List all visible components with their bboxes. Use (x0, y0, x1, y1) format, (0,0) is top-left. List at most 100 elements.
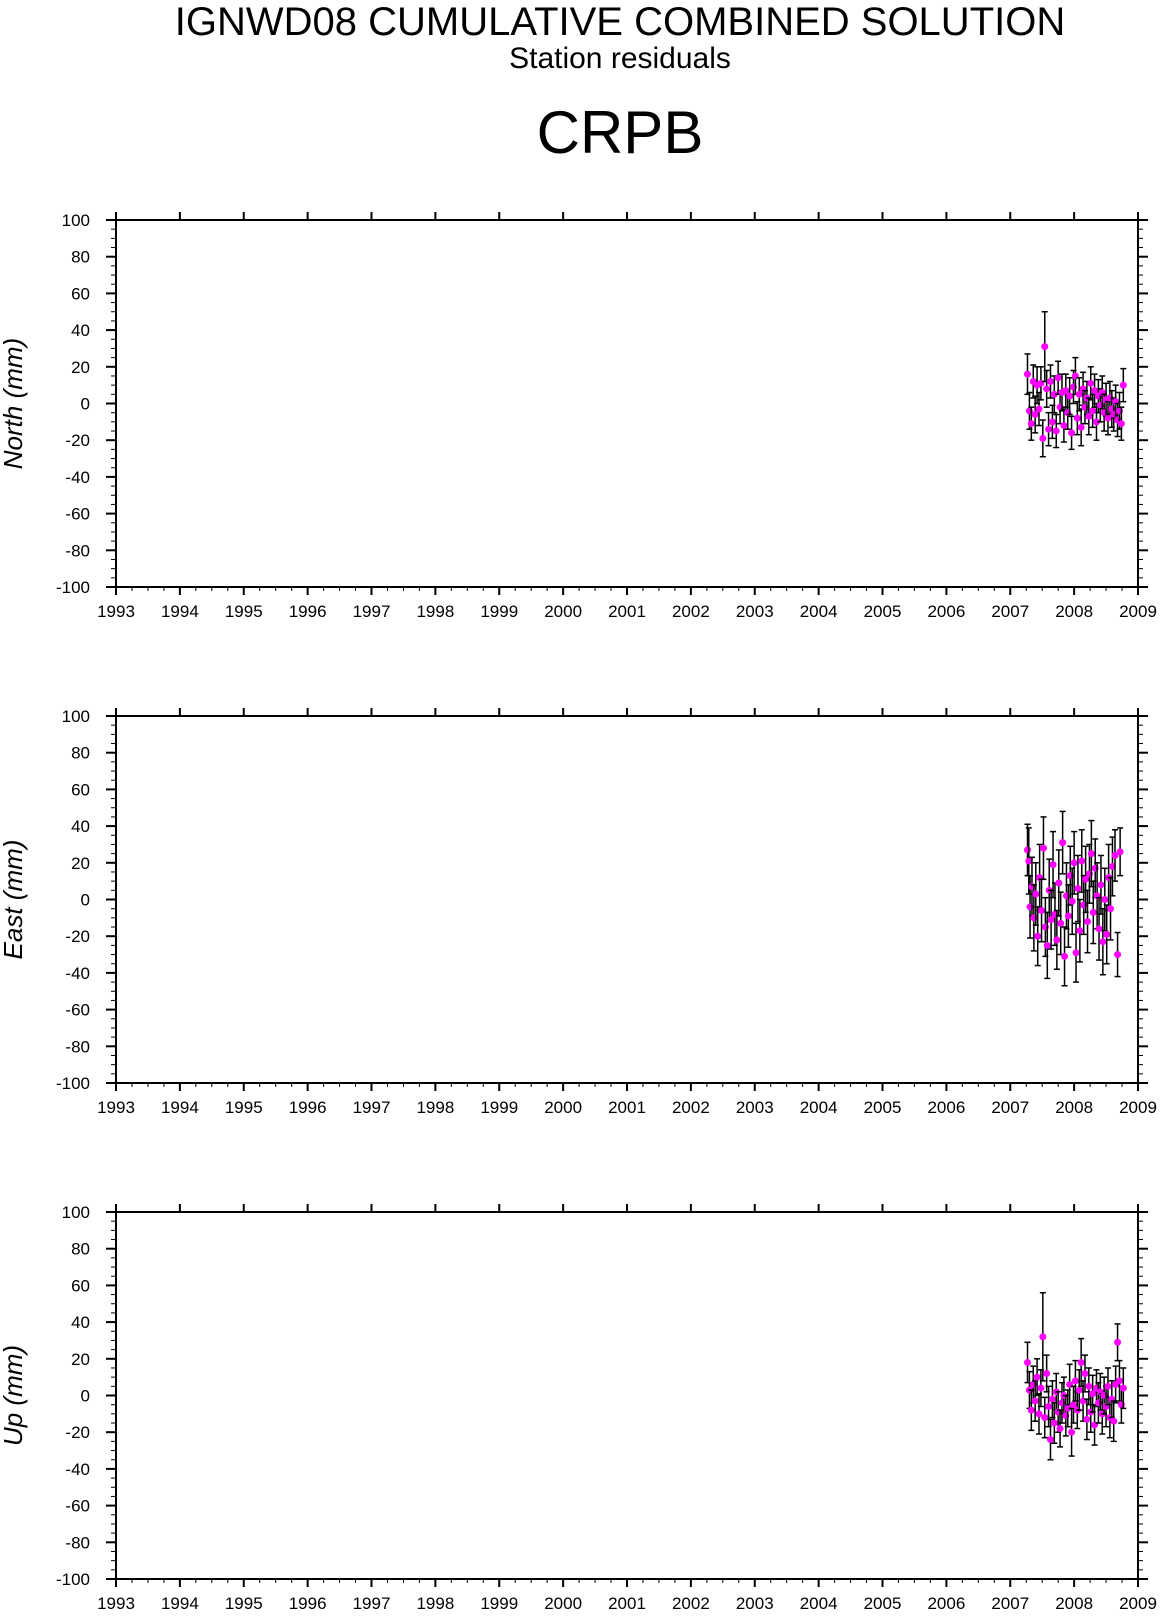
residual-marker (1074, 884, 1082, 892)
data-point (1110, 1400, 1118, 1443)
residual-marker (1045, 1403, 1053, 1411)
residual-marker (1061, 952, 1069, 960)
residual-marker (1075, 390, 1083, 398)
residual-marker (1119, 1384, 1127, 1392)
residual-marker (1076, 927, 1084, 935)
data-point (1027, 1389, 1035, 1432)
x-tick-label: 2006 (927, 1098, 965, 1117)
x-tick-label: 1995 (225, 1098, 263, 1117)
data-point (1031, 395, 1039, 434)
x-tick-label: 1993 (97, 1594, 135, 1613)
residual-marker (1078, 857, 1086, 865)
residual-marker (1081, 1369, 1089, 1377)
y-tick-label: -20 (65, 431, 90, 450)
data-point (1046, 1418, 1054, 1461)
residual-marker (1039, 1333, 1047, 1341)
data-point (1101, 867, 1109, 932)
y-tick-label: 20 (71, 358, 90, 377)
residual-marker (1025, 857, 1033, 865)
data-point (1068, 415, 1076, 451)
x-tick-label: 1996 (289, 602, 327, 621)
residual-marker (1046, 377, 1054, 385)
residual-marker (1050, 1419, 1058, 1427)
x-tick-label: 2004 (800, 602, 838, 621)
station-name: CRPB (536, 99, 704, 166)
data-point (1085, 397, 1093, 436)
data-point (1087, 366, 1095, 401)
residual-marker (1047, 916, 1055, 924)
residual-marker (1092, 418, 1100, 426)
x-tick-label: 2004 (800, 1594, 838, 1613)
residual-marker (1085, 412, 1093, 420)
residual-marker (1068, 897, 1076, 905)
data-point (1046, 364, 1054, 399)
x-tick-label: 2008 (1055, 1594, 1093, 1613)
x-tick-label: 1999 (480, 1098, 518, 1117)
residual-marker (1068, 1428, 1076, 1436)
x-tick-label: 2001 (608, 1594, 646, 1613)
residual-marker (1104, 414, 1112, 422)
residual-marker (1097, 881, 1105, 889)
residual-marker (1059, 839, 1067, 847)
y-tick-label: 0 (81, 891, 90, 910)
residual-marker (1087, 379, 1095, 387)
y-tick-label: -80 (65, 1533, 90, 1552)
residual-marker (1031, 1397, 1039, 1405)
residual-marker (1034, 932, 1042, 940)
residual-marker (1053, 936, 1061, 944)
data-point (1064, 884, 1072, 948)
x-tick-label: 1998 (416, 602, 454, 621)
y-tick-label: 40 (71, 321, 90, 340)
residual-marker (1071, 1377, 1079, 1385)
x-tick-label: 2003 (736, 1098, 774, 1117)
residual-marker (1050, 390, 1058, 398)
data-point (1068, 867, 1076, 936)
data-point (1095, 896, 1103, 961)
residual-marker (1119, 381, 1127, 389)
data-point (1023, 353, 1031, 396)
residual-marker (1101, 896, 1109, 903)
data-point (1069, 1385, 1077, 1424)
residual-marker (1116, 848, 1124, 856)
x-tick-label: 2009 (1119, 1594, 1157, 1613)
x-tick-label: 2009 (1119, 602, 1157, 621)
residual-marker (1035, 1410, 1043, 1418)
panel-north: 1993 1994 1995 1996 1997 1998 1999 2000 2001 2002… (0, 211, 1157, 621)
x-tick-label: 2002 (672, 1098, 710, 1117)
residual-marker (1103, 930, 1111, 938)
data-point (1048, 404, 1056, 440)
y-tick-label: 0 (81, 395, 90, 414)
data-point (1025, 827, 1033, 895)
residual-marker (1023, 370, 1031, 378)
data-point (1077, 408, 1085, 447)
x-tick-label: 2000 (544, 1594, 582, 1613)
residual-marker (1041, 343, 1049, 351)
data-point (1114, 1323, 1122, 1362)
data-point (1119, 367, 1127, 403)
y-tick-label: -80 (65, 1037, 90, 1056)
y-tick-label: 100 (62, 1203, 90, 1222)
panel-east: 1993 1994 1995 1996 1997 1998 1999 2000 2001 2002… (0, 707, 1157, 1117)
y-axis-label: East (mm) (0, 840, 28, 960)
data-point (1114, 931, 1122, 978)
panel-up: 1993 1994 1995 1996 1997 1998 1999 2000 2001 2002… (0, 1203, 1157, 1613)
x-tick-label: 1995 (225, 602, 263, 621)
residual-marker (1037, 1384, 1045, 1392)
data-point (1089, 393, 1097, 429)
y-tick-label: 100 (62, 211, 90, 230)
residual-marker (1114, 1338, 1122, 1346)
residual-marker (1082, 875, 1090, 883)
x-tick-label: 2008 (1055, 1098, 1093, 1117)
residual-marker (1049, 861, 1057, 869)
y-tick-label: -60 (65, 1497, 90, 1516)
residual-marker (1052, 427, 1060, 435)
data-point (1066, 377, 1074, 416)
y-tick-label: -80 (65, 541, 90, 560)
residual-marker (1068, 429, 1076, 437)
residual-marker (1023, 846, 1031, 854)
residual-marker (1075, 1386, 1083, 1394)
x-tick-label: 2006 (927, 602, 965, 621)
x-tick-label: 1999 (480, 1594, 518, 1613)
x-tick-label: 1994 (161, 1098, 199, 1117)
data-point (1089, 1374, 1097, 1413)
